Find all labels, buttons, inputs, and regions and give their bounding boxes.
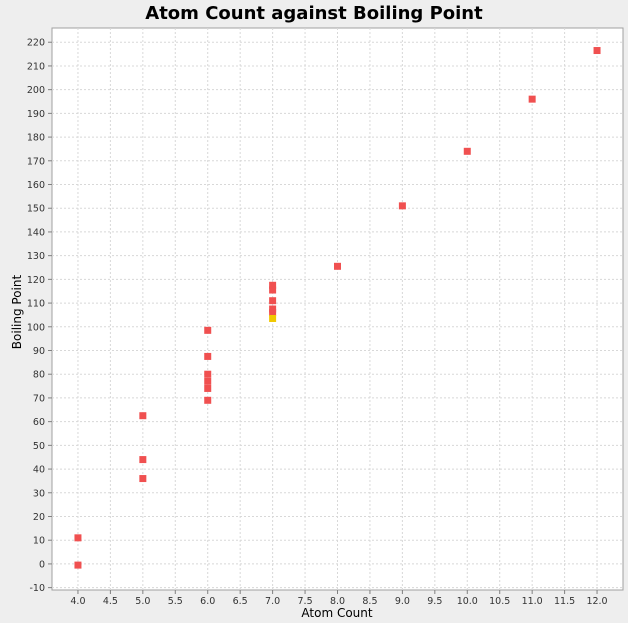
- y-tick-label: 60: [33, 417, 45, 428]
- data-point: [463, 147, 471, 155]
- data-point: [269, 281, 277, 289]
- data-point: [204, 352, 212, 360]
- x-tick-label: 5.0: [135, 596, 150, 607]
- y-tick-label: 110: [27, 299, 45, 310]
- y-tick-label: 200: [27, 85, 45, 96]
- y-tick-label: 70: [33, 393, 45, 404]
- y-tick-label: 210: [27, 61, 45, 72]
- data-point: [269, 297, 277, 305]
- x-tick-label: 10.5: [489, 596, 510, 607]
- data-point: [139, 475, 147, 483]
- x-tick-label: 5.5: [168, 596, 183, 607]
- y-tick-label: 100: [27, 322, 45, 333]
- y-tick-label: 190: [27, 109, 45, 120]
- y-tick-label: 0: [39, 559, 45, 570]
- data-point: [204, 377, 212, 385]
- y-tick-label: 130: [27, 251, 45, 262]
- y-tick-label: 90: [33, 346, 45, 357]
- y-tick-label: 80: [33, 370, 45, 381]
- x-tick-label: 6.5: [233, 596, 248, 607]
- data-point: [269, 286, 277, 294]
- data-point: [204, 326, 212, 334]
- x-tick-label: 10.0: [457, 596, 478, 607]
- y-tick-label: 120: [27, 275, 45, 286]
- data-point: [139, 456, 147, 464]
- y-tick-label: 140: [27, 227, 45, 238]
- x-tick-label: 4.5: [103, 596, 118, 607]
- data-point: [528, 95, 536, 103]
- data-point: [204, 384, 212, 392]
- x-tick-label: 11.5: [554, 596, 575, 607]
- y-tick-label: 20: [33, 512, 45, 523]
- x-tick-label: 11.0: [522, 596, 543, 607]
- y-tick-label: -10: [29, 583, 45, 594]
- data-point: [139, 412, 147, 420]
- data-point: [398, 202, 406, 210]
- data-point: [593, 47, 601, 55]
- data-point: [269, 309, 277, 317]
- y-tick-label: 180: [27, 133, 45, 144]
- data-point: [269, 305, 277, 313]
- y-tick-label: 150: [27, 204, 45, 215]
- data-point: [204, 370, 212, 378]
- x-tick-label: 6.0: [200, 596, 215, 607]
- y-tick-label: 50: [33, 441, 45, 452]
- data-point: [204, 396, 212, 404]
- y-tick-label: 220: [27, 38, 45, 49]
- x-tick-label: 7.5: [298, 596, 313, 607]
- y-tick-label: 30: [33, 488, 45, 499]
- chart-title: Atom Count against Boiling Point: [145, 3, 483, 24]
- x-axis-label: Atom Count: [301, 606, 372, 620]
- x-tick-label: 8.0: [330, 596, 345, 607]
- data-point: [334, 262, 341, 270]
- x-tick-label: 9.0: [395, 596, 410, 607]
- x-tick-label: 7.0: [265, 596, 280, 607]
- x-tick-label: 8.5: [362, 596, 377, 607]
- y-tick-label: 10: [33, 536, 45, 547]
- y-tick-label: 160: [27, 180, 45, 191]
- y-axis-label: Boiling Point: [10, 275, 24, 350]
- x-tick-label: 4.0: [70, 596, 85, 607]
- x-tick-label: 9.5: [427, 596, 442, 607]
- data-point: [74, 561, 82, 569]
- y-tick-label: 170: [27, 156, 45, 167]
- data-points: [74, 47, 601, 569]
- data-point: [269, 314, 277, 322]
- x-tick-label: 12.0: [586, 596, 607, 607]
- y-tick-label: 40: [33, 465, 45, 476]
- data-point: [74, 534, 82, 542]
- grid-lines: [52, 28, 623, 590]
- axis-ticks: 4.0 4.5 5.0 5.5 6.0 6.5 7.0 7.5 8.0 8.5 9.0 9.5 10.0…: [27, 38, 608, 607]
